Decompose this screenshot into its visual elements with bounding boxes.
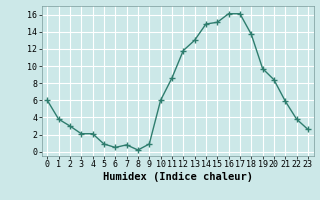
X-axis label: Humidex (Indice chaleur): Humidex (Indice chaleur)	[103, 172, 252, 182]
